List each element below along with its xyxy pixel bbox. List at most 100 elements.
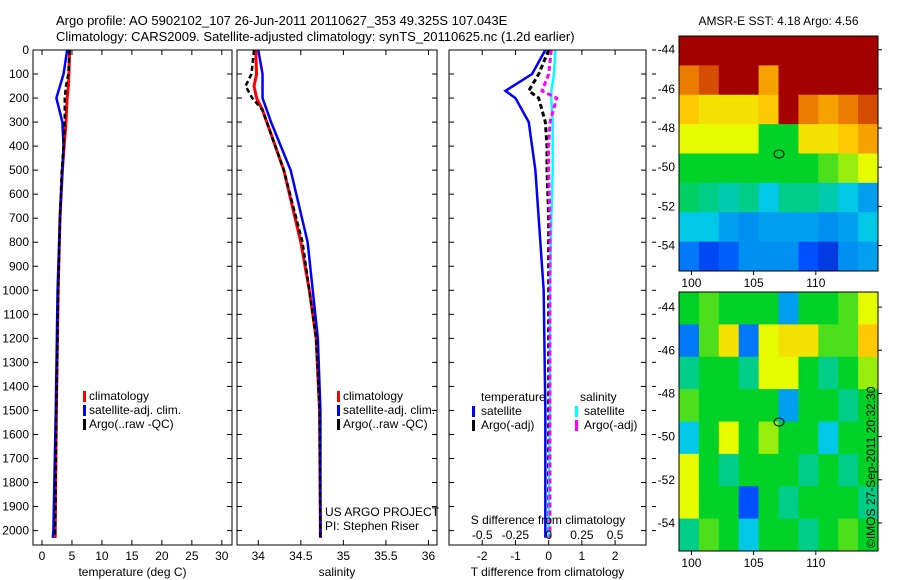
map-cell	[818, 453, 839, 487]
map-cell	[858, 241, 879, 272]
map-cell	[679, 153, 700, 184]
map-cell	[679, 241, 700, 272]
plot-frame	[236, 49, 438, 546]
figure-title-line2: Climatology: CARS2009. Satellite-adjuste…	[56, 29, 575, 44]
map-cell	[679, 421, 700, 455]
legend-swatch	[575, 406, 578, 417]
map-cell	[798, 486, 819, 520]
map-cell	[758, 421, 779, 455]
series-s-satellite	[547, 49, 557, 538]
map-frame	[678, 291, 879, 552]
map-cell	[698, 453, 720, 487]
series-argo-raw-qc-	[53, 49, 71, 538]
y-tick-label: 1400	[2, 379, 29, 393]
legend-t_sat: satellite	[481, 404, 522, 418]
map-cell	[798, 453, 819, 487]
map-cell	[838, 36, 859, 66]
y-tick-label: 900	[9, 259, 29, 273]
y-tick-label: -52	[658, 199, 676, 213]
map-cell	[818, 94, 839, 125]
sst-map: AMSR-E SST: 4.18 Argo: 4.56 100 105 110 -44 -…	[658, 14, 882, 290]
map-cell	[818, 241, 839, 272]
x-tick-label: 5	[69, 549, 76, 563]
map-cell	[738, 241, 760, 272]
difference-panel: -2 -1 0 1 2 T difference from climatology temp…	[448, 49, 656, 579]
map-cell	[818, 292, 839, 325]
map-cell	[679, 389, 700, 422]
y-tick-label: 1100	[3, 307, 29, 321]
x-axis-label: salinity	[319, 565, 356, 579]
map-cell	[838, 389, 859, 422]
map-cell	[738, 292, 760, 325]
map-cell	[838, 124, 859, 154]
map-cell	[758, 36, 779, 66]
sla-map: Altimetric SLA: -0.1 Argo: -0.0151001051…	[658, 291, 882, 570]
map-cell	[679, 36, 700, 66]
legend-label: climatology	[89, 389, 149, 403]
map-cell	[798, 94, 819, 125]
map-cell	[818, 324, 839, 358]
map-cell	[679, 65, 700, 96]
map-cell	[858, 518, 879, 552]
map-cell	[858, 36, 879, 66]
map-cell	[718, 212, 740, 243]
x2-tick-label: 0	[545, 528, 552, 542]
map-cell	[798, 212, 819, 243]
map-cell	[818, 486, 839, 520]
map-cell	[778, 324, 799, 358]
map-cell	[838, 94, 859, 125]
map-cell	[738, 518, 760, 552]
map-cell	[798, 241, 819, 272]
map-cell	[758, 518, 779, 552]
legend-swatch	[472, 406, 475, 417]
x-tick-label: 2	[612, 549, 619, 563]
legend-s_argo: Argo(-adj)	[584, 418, 637, 432]
map-cell	[818, 124, 839, 154]
legend-temperature: temperature	[481, 390, 546, 404]
map-cell	[818, 153, 839, 184]
map-cell	[838, 65, 859, 96]
map-cell	[679, 324, 700, 358]
map-cell	[698, 153, 720, 184]
y-tick-label: -46	[658, 82, 676, 96]
x-tick-label: 1	[579, 549, 586, 563]
salinity-panel: 34 34.5 35 35.5 36 salinity climatologysatelli…	[236, 49, 440, 579]
map-cell	[738, 65, 760, 96]
map-cell	[818, 356, 839, 390]
map-cell	[778, 421, 799, 455]
map-cell	[858, 94, 879, 125]
y-tick-label: 600	[9, 187, 29, 201]
x2-tick-label: -0.25	[502, 528, 530, 542]
series-t-satellite	[503, 49, 547, 538]
map-cell	[698, 65, 720, 96]
map-cell	[718, 486, 740, 520]
x-tick-label: 100	[681, 556, 701, 570]
float-position-marker	[773, 149, 785, 159]
map-cell	[798, 389, 819, 422]
legend-swatch	[472, 420, 475, 431]
legend-label: Argo(..raw -QC)	[89, 417, 174, 431]
map-cell	[679, 518, 700, 552]
x-tick-label: 34.5	[289, 549, 313, 563]
map-cell	[718, 292, 740, 325]
map-cell	[738, 421, 760, 455]
legend-swatch	[337, 405, 340, 416]
figure-title-line1: Argo profile: AO 5902102_107 26-Jun-2011…	[56, 13, 508, 28]
legend-salinity: salinity	[580, 390, 617, 404]
map-cell	[738, 36, 760, 66]
project-annotation: US ARGO PROJECT	[325, 505, 440, 519]
y-tick-label: 100	[9, 67, 29, 81]
map-cell	[778, 518, 799, 552]
x-tick-label: 105	[744, 556, 764, 570]
map-cell	[778, 65, 799, 96]
map-cell	[738, 182, 760, 213]
map-cell	[698, 292, 720, 325]
map-cell	[778, 124, 799, 154]
map-cell	[818, 518, 839, 552]
map-cell	[698, 182, 720, 213]
map-cell	[778, 453, 799, 487]
map-cell	[738, 356, 760, 390]
map-cell	[698, 389, 720, 422]
map-cell	[718, 389, 740, 422]
map-cell	[679, 182, 700, 213]
